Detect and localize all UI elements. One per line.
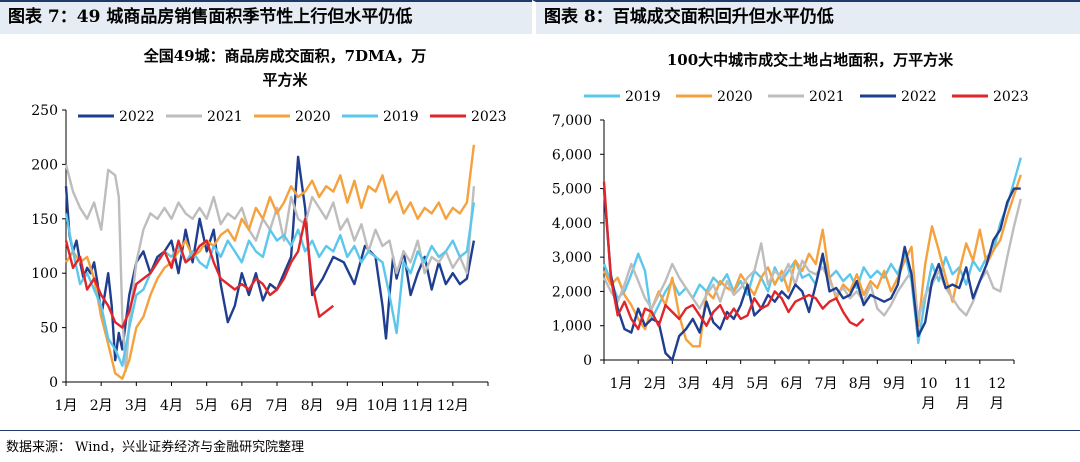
- chart0-x-tick-label: 6月: [230, 398, 253, 414]
- chart1-x-tick-label: 8月: [849, 376, 872, 392]
- chart0-y-tick-label: 150: [31, 212, 58, 228]
- chart-title-right: 100大中城市成交土地占地面积，万平方米: [666, 51, 954, 69]
- chart0-series-2020-line: [64, 144, 476, 380]
- chart0-x-tick-label: 5月: [195, 398, 218, 414]
- chart1-x-tick-label: 6月: [780, 376, 803, 392]
- chart0-y-tick-label: 0: [49, 375, 58, 391]
- chart1-x-tick-label: 2月: [644, 376, 667, 392]
- chart-title-left-line2: 平方米: [262, 71, 308, 89]
- chart0-y-tick-label: 250: [31, 103, 58, 119]
- chart1-x-tick-label: 7月: [815, 376, 838, 392]
- chart1-legend-label-2021: 2021: [809, 89, 845, 105]
- figure-header-left: 图表 7：49 城商品房销售面积季节性上行但水平仍低: [0, 0, 532, 34]
- source-note: 数据来源： Wind，兴业证券经济与金融研究院整理: [6, 440, 305, 455]
- footer-divider: [0, 430, 1080, 431]
- chart0-series-2019-line: [64, 202, 476, 367]
- chart1-legend-label-2020: 2020: [717, 89, 753, 105]
- chart1-x-tick-label: 5月: [746, 376, 769, 392]
- chart1-x-tick-label-suffix: 月: [990, 396, 1004, 412]
- chart0-x-tick-label: 12月: [437, 398, 469, 414]
- chart-title-left: 全国49城：商品房成交面积，7DMA，万 平方米: [60, 44, 510, 92]
- chart1-x-tick-label-suffix: 月: [956, 396, 970, 412]
- chart1-x-tick-label: 3月: [678, 376, 701, 392]
- chart0-x-tick-label: 1月: [55, 398, 78, 414]
- chart0-x-tick-label: 3月: [125, 398, 148, 414]
- chart1-series-2020-line: [602, 174, 1022, 348]
- chart1-x-tick-label: 12: [988, 376, 1006, 392]
- chart1-x-tick-label: 4月: [712, 376, 735, 392]
- chart1-x-tick-label: 11: [954, 376, 972, 392]
- chart0-x-tick-label: 10月: [367, 398, 399, 414]
- chart0-x-tick-label: 9月: [336, 398, 359, 414]
- chart0-x-tick-label: 4月: [160, 398, 183, 414]
- chart0-legend-label-2019: 2019: [383, 109, 419, 125]
- chart1-y-tick-label: 4,000: [552, 216, 592, 232]
- chart0-y-tick-label: 50: [40, 321, 58, 337]
- chart1-series-2023-line: [602, 181, 865, 331]
- chart1-x-tick-label: 9月: [883, 376, 906, 392]
- chart1-y-tick-label: 3,000: [552, 250, 592, 266]
- chart1-x-tick-label-suffix: 月: [922, 396, 936, 412]
- chart0-x-tick-label: 7月: [266, 398, 289, 414]
- chart0-x-tick-label: 8月: [301, 398, 324, 414]
- chart1-legend-label-2023: 2023: [993, 89, 1029, 105]
- chart1-y-tick-label: 6,000: [552, 147, 592, 163]
- chart1-x-tick-label: 10: [920, 376, 938, 392]
- chart0-y-tick-label: 100: [31, 266, 58, 282]
- chart1-legend-label-2019: 2019: [625, 89, 661, 105]
- chart1-series-2019-line: [602, 157, 1022, 345]
- chart-title-left-line1: 全国49城：商品房成交面积，7DMA，万: [143, 47, 427, 65]
- chart1-y-tick-label: 2,000: [552, 284, 592, 300]
- chart1-series-2021-line: [602, 198, 1022, 321]
- chart0-x-tick-label: 11月: [402, 398, 434, 414]
- figure-header-right: 图表 8：百城成交面积回升但水平仍低: [532, 0, 1080, 34]
- chart1-y-tick-label: 7,000: [552, 113, 592, 129]
- chart0-y-tick-label: 200: [31, 157, 58, 173]
- chart1-series-2022-line: [602, 187, 1021, 362]
- chart1-x-tick-label: 1月: [610, 376, 633, 392]
- chart0-series-2023-line: [64, 217, 335, 329]
- chart0-legend-label-2020: 2020: [295, 109, 331, 125]
- chart0-legend-label-2022: 2022: [119, 109, 155, 125]
- chart1-y-tick-label: 0: [583, 353, 592, 369]
- chart0-legend-label-2021: 2021: [207, 109, 243, 125]
- chart1-y-tick-label: 5,000: [552, 182, 592, 198]
- chart1-legend-label-2022: 2022: [901, 89, 937, 105]
- chart0-legend-label-2023: 2023: [471, 109, 507, 125]
- chart0-x-tick-label: 2月: [90, 398, 113, 414]
- chart1-y-tick-label: 1,000: [552, 319, 592, 335]
